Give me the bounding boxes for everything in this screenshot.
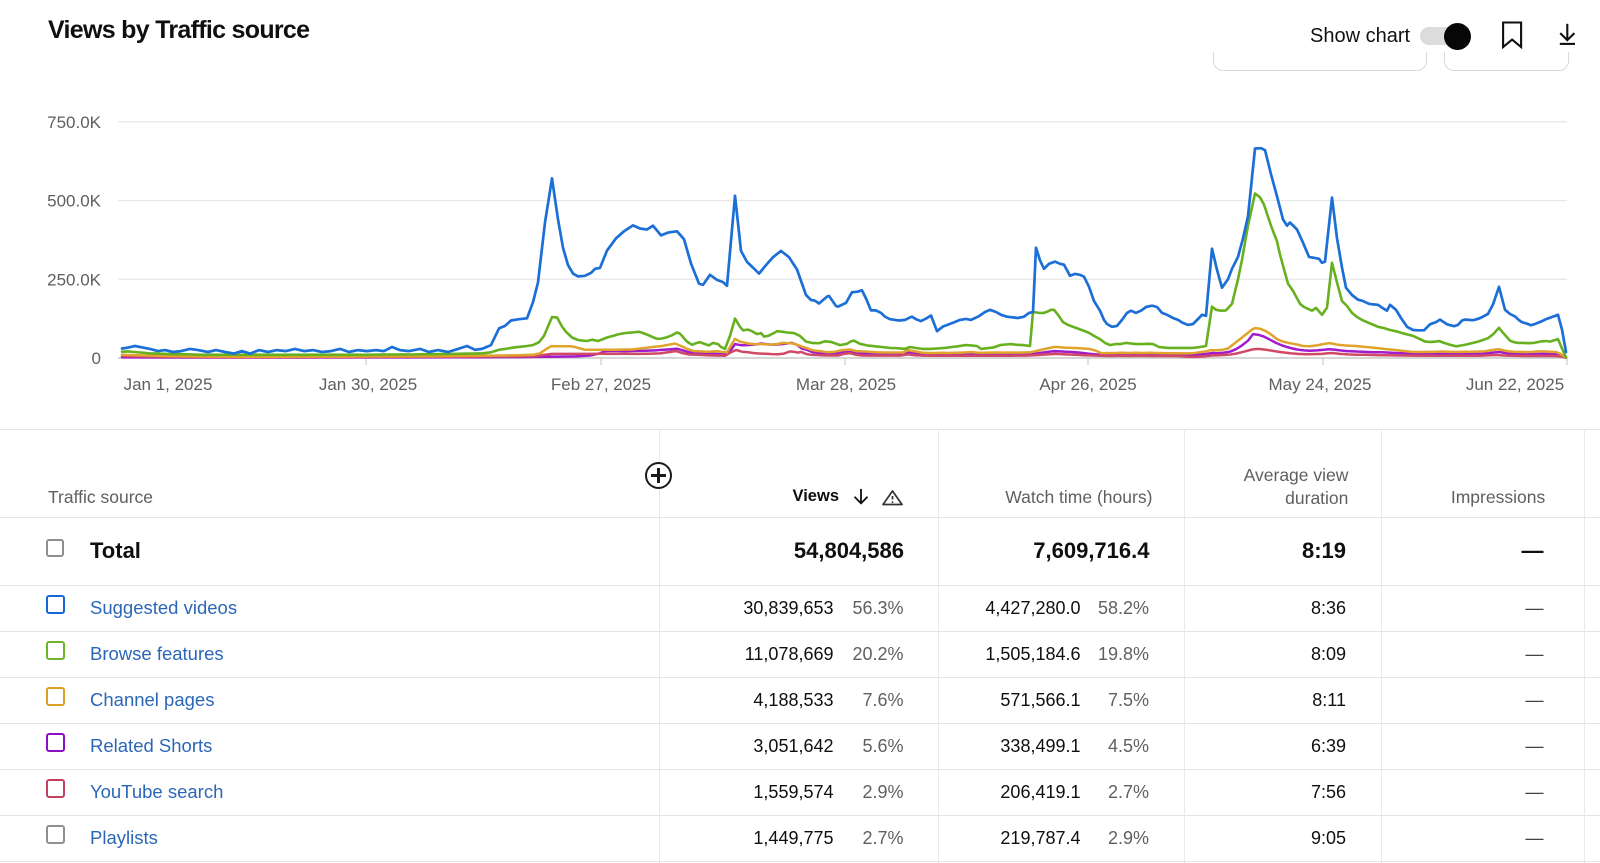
svg-text:Mar 28, 2025: Mar 28, 2025: [796, 375, 896, 394]
svg-text:Jan 30, 2025: Jan 30, 2025: [319, 375, 417, 394]
svg-text:Apr 26, 2025: Apr 26, 2025: [1039, 375, 1136, 394]
svg-text:Jan 1, 2025: Jan 1, 2025: [124, 375, 213, 394]
svg-text:May 24, 2025: May 24, 2025: [1268, 375, 1371, 394]
svg-text:250.0K: 250.0K: [47, 270, 102, 289]
svg-text:0: 0: [92, 349, 101, 368]
svg-text:Feb 27, 2025: Feb 27, 2025: [551, 375, 651, 394]
svg-text:500.0K: 500.0K: [47, 192, 102, 211]
svg-text:Jun 22, 2025: Jun 22, 2025: [1466, 375, 1564, 394]
svg-text:750.0K: 750.0K: [47, 113, 102, 132]
